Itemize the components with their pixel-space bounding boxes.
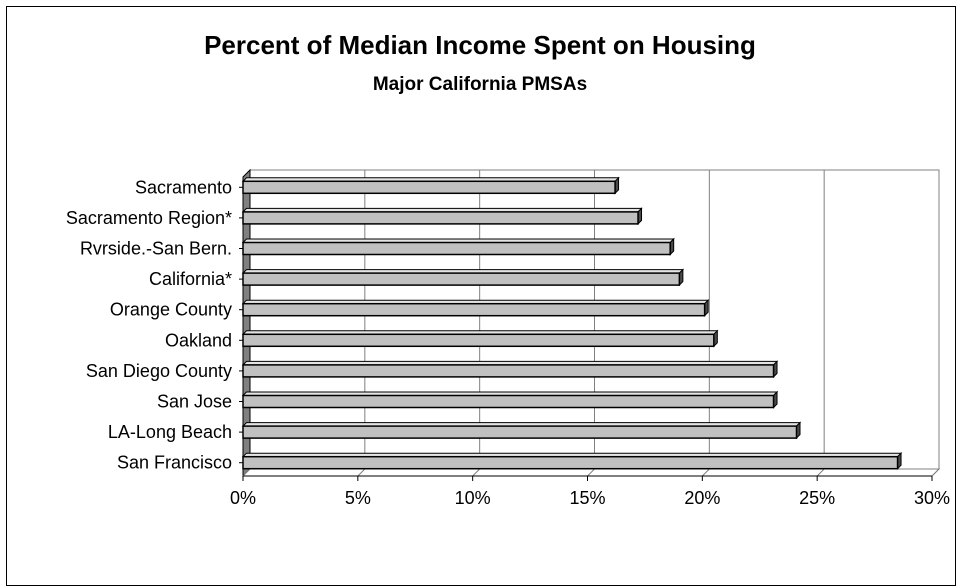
- bar: [242, 241, 671, 256]
- x-tick-label: 25%: [799, 488, 835, 508]
- y-category-label: Orange County: [110, 300, 232, 320]
- chart-title: Percent of Median Income Spent on Housin…: [204, 30, 756, 60]
- x-tick-label: 10%: [455, 488, 491, 508]
- y-category-label: LA-Long Beach: [108, 422, 232, 442]
- x-tick-label: 30%: [914, 488, 950, 508]
- bar: [242, 211, 639, 225]
- x-tick-label: 5%: [345, 488, 371, 508]
- gridline-floor: [701, 468, 710, 477]
- bar: [242, 180, 616, 195]
- bar: [242, 302, 706, 317]
- gridline-floor: [472, 468, 481, 477]
- x-tick-label: 15%: [569, 488, 605, 508]
- gridline-floor: [587, 468, 595, 477]
- y-category-label: San Diego County: [86, 361, 232, 381]
- bar: [242, 394, 775, 409]
- bar: [242, 333, 715, 348]
- x-tick-label: 0%: [230, 488, 256, 508]
- y-category-label: California*: [149, 269, 232, 289]
- bar: [242, 425, 798, 439]
- bar: [242, 364, 775, 378]
- bar-chart-plot: 0% 5% 10% 15% 20% 25% 30% Sacramento Sacramento …: [66, 168, 950, 508]
- bar: [242, 272, 681, 286]
- y-category-label: Rvrside.-San Bern.: [80, 239, 232, 259]
- chart-subtitle: Major California PMSAs: [372, 74, 588, 95]
- gridline-floor: [816, 468, 825, 477]
- y-category-label: Oakland: [165, 330, 232, 350]
- y-category-label: Sacramento: [135, 177, 232, 197]
- x-tick-label: 20%: [684, 488, 720, 508]
- gridline-floor: [931, 468, 940, 477]
- y-category-label: San Francisco: [117, 453, 232, 473]
- gridline-floor: [357, 468, 366, 477]
- bar: [242, 455, 899, 470]
- y-category-label: San Jose: [157, 392, 232, 412]
- y-category-label: Sacramento Region*: [66, 208, 232, 228]
